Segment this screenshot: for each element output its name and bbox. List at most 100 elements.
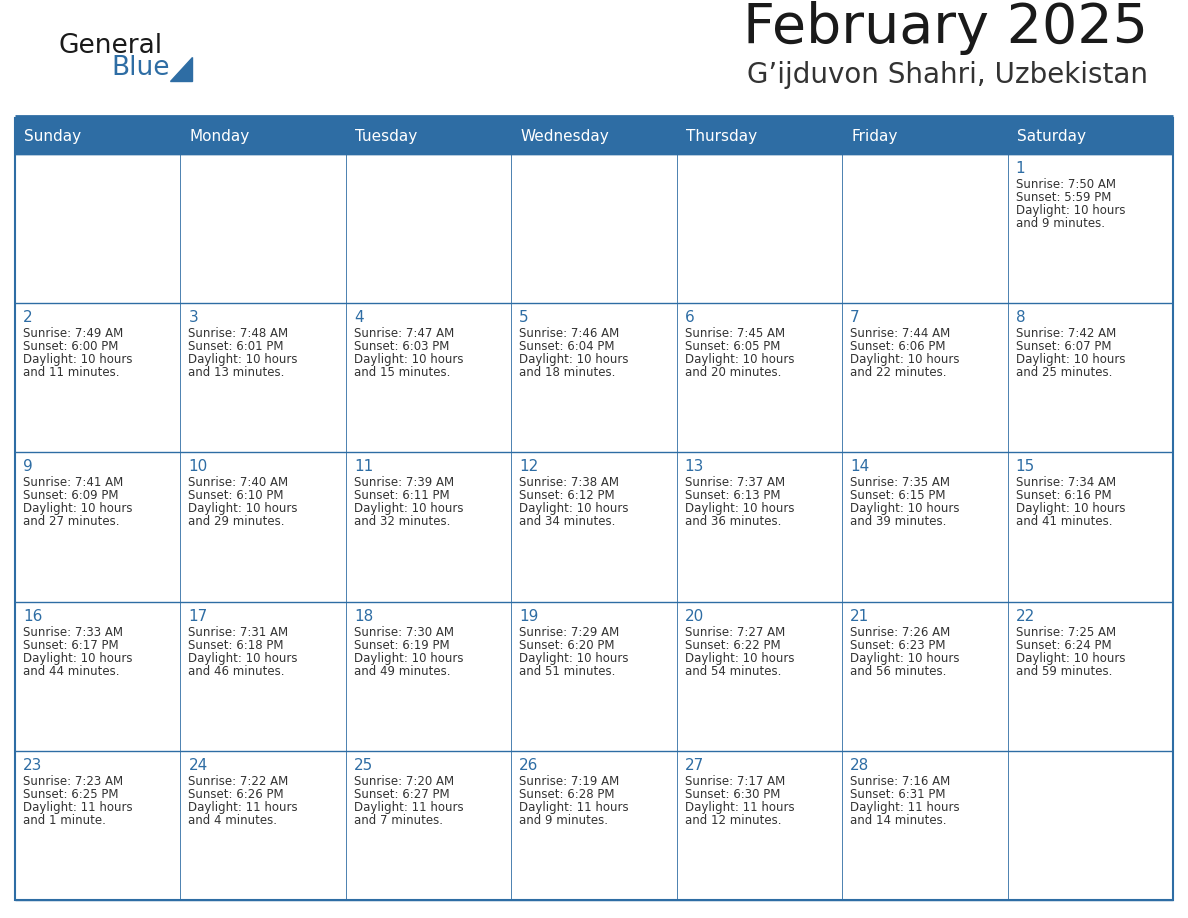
Text: Daylight: 11 hours: Daylight: 11 hours <box>684 800 795 813</box>
Text: Sunset: 6:00 PM: Sunset: 6:00 PM <box>23 341 119 353</box>
Text: and 56 minutes.: and 56 minutes. <box>851 665 947 677</box>
Text: Daylight: 10 hours: Daylight: 10 hours <box>23 502 133 515</box>
Text: 16: 16 <box>23 609 43 623</box>
Bar <box>181 154 346 303</box>
Polygon shape <box>170 57 192 81</box>
Text: Tuesday: Tuesday <box>355 129 417 143</box>
Text: and 54 minutes.: and 54 minutes. <box>684 665 781 677</box>
Text: Sunrise: 7:25 AM: Sunrise: 7:25 AM <box>1016 625 1116 639</box>
Text: 25: 25 <box>354 757 373 773</box>
Text: Sunrise: 7:30 AM: Sunrise: 7:30 AM <box>354 625 454 639</box>
Text: and 59 minutes.: and 59 minutes. <box>1016 665 1112 677</box>
Bar <box>511 303 677 453</box>
Text: 24: 24 <box>189 757 208 773</box>
Text: 26: 26 <box>519 757 538 773</box>
Text: and 34 minutes.: and 34 minutes. <box>519 515 615 529</box>
Text: Sunset: 6:01 PM: Sunset: 6:01 PM <box>189 341 284 353</box>
Text: Sunset: 6:16 PM: Sunset: 6:16 PM <box>1016 489 1111 502</box>
Text: Sunset: 6:30 PM: Sunset: 6:30 PM <box>684 788 781 800</box>
Bar <box>346 118 511 154</box>
Bar <box>511 453 677 601</box>
Bar <box>15 601 181 751</box>
Text: Sunset: 6:27 PM: Sunset: 6:27 PM <box>354 788 449 800</box>
Text: Monday: Monday <box>189 129 249 143</box>
Text: Sunrise: 7:50 AM: Sunrise: 7:50 AM <box>1016 178 1116 191</box>
Text: Sunset: 6:24 PM: Sunset: 6:24 PM <box>1016 639 1111 652</box>
Text: Sunset: 6:11 PM: Sunset: 6:11 PM <box>354 489 449 502</box>
Text: Sunrise: 7:17 AM: Sunrise: 7:17 AM <box>684 775 785 788</box>
Text: Sunrise: 7:42 AM: Sunrise: 7:42 AM <box>1016 327 1116 341</box>
Text: 8: 8 <box>1016 310 1025 325</box>
Text: Sunday: Sunday <box>24 129 81 143</box>
Text: Thursday: Thursday <box>685 129 757 143</box>
Text: and 46 minutes.: and 46 minutes. <box>189 665 285 677</box>
Text: Sunset: 6:17 PM: Sunset: 6:17 PM <box>23 639 119 652</box>
Text: Sunset: 6:04 PM: Sunset: 6:04 PM <box>519 341 614 353</box>
Bar <box>1007 303 1173 453</box>
Text: 7: 7 <box>851 310 860 325</box>
Bar <box>346 601 511 751</box>
Text: Daylight: 10 hours: Daylight: 10 hours <box>851 652 960 665</box>
Text: Sunset: 6:26 PM: Sunset: 6:26 PM <box>189 788 284 800</box>
Bar <box>842 601 1007 751</box>
Text: Friday: Friday <box>851 129 897 143</box>
Text: General: General <box>58 33 162 59</box>
Text: Daylight: 11 hours: Daylight: 11 hours <box>23 800 133 813</box>
Text: Daylight: 10 hours: Daylight: 10 hours <box>1016 502 1125 515</box>
Text: Daylight: 10 hours: Daylight: 10 hours <box>1016 353 1125 366</box>
Bar <box>346 453 511 601</box>
Bar <box>15 751 181 900</box>
Text: Sunset: 6:05 PM: Sunset: 6:05 PM <box>684 341 781 353</box>
Bar <box>15 303 181 453</box>
Text: Sunset: 6:28 PM: Sunset: 6:28 PM <box>519 788 614 800</box>
Bar <box>1007 453 1173 601</box>
Text: 15: 15 <box>1016 459 1035 475</box>
Text: Sunrise: 7:27 AM: Sunrise: 7:27 AM <box>684 625 785 639</box>
Bar <box>1007 154 1173 303</box>
Text: and 22 minutes.: and 22 minutes. <box>851 366 947 379</box>
Text: 22: 22 <box>1016 609 1035 623</box>
Text: Daylight: 11 hours: Daylight: 11 hours <box>519 800 628 813</box>
Text: Daylight: 11 hours: Daylight: 11 hours <box>189 800 298 813</box>
Bar <box>511 751 677 900</box>
Text: Sunset: 6:23 PM: Sunset: 6:23 PM <box>851 639 946 652</box>
Text: and 44 minutes.: and 44 minutes. <box>23 665 120 677</box>
Text: Daylight: 10 hours: Daylight: 10 hours <box>851 502 960 515</box>
Bar <box>346 154 511 303</box>
Text: Sunset: 5:59 PM: Sunset: 5:59 PM <box>1016 191 1111 204</box>
Text: and 41 minutes.: and 41 minutes. <box>1016 515 1112 529</box>
Text: Sunset: 6:15 PM: Sunset: 6:15 PM <box>851 489 946 502</box>
Text: Sunrise: 7:38 AM: Sunrise: 7:38 AM <box>519 476 619 489</box>
Bar <box>181 751 346 900</box>
Text: Sunset: 6:19 PM: Sunset: 6:19 PM <box>354 639 449 652</box>
Text: Sunrise: 7:26 AM: Sunrise: 7:26 AM <box>851 625 950 639</box>
Text: 19: 19 <box>519 609 538 623</box>
Text: and 36 minutes.: and 36 minutes. <box>684 515 781 529</box>
Text: 14: 14 <box>851 459 870 475</box>
Text: and 14 minutes.: and 14 minutes. <box>851 813 947 827</box>
Text: Sunrise: 7:31 AM: Sunrise: 7:31 AM <box>189 625 289 639</box>
Text: Sunrise: 7:37 AM: Sunrise: 7:37 AM <box>684 476 785 489</box>
Bar <box>677 751 842 900</box>
Text: Daylight: 10 hours: Daylight: 10 hours <box>23 353 133 366</box>
Text: 27: 27 <box>684 757 704 773</box>
Bar <box>677 601 842 751</box>
Text: and 20 minutes.: and 20 minutes. <box>684 366 781 379</box>
Bar <box>511 601 677 751</box>
Text: Sunset: 6:31 PM: Sunset: 6:31 PM <box>851 788 946 800</box>
Text: Sunrise: 7:19 AM: Sunrise: 7:19 AM <box>519 775 619 788</box>
Text: 10: 10 <box>189 459 208 475</box>
Text: Daylight: 10 hours: Daylight: 10 hours <box>519 353 628 366</box>
Text: Sunrise: 7:33 AM: Sunrise: 7:33 AM <box>23 625 124 639</box>
Bar <box>181 303 346 453</box>
Text: 4: 4 <box>354 310 364 325</box>
Text: and 9 minutes.: and 9 minutes. <box>1016 217 1105 230</box>
Text: and 13 minutes.: and 13 minutes. <box>189 366 285 379</box>
Text: Daylight: 10 hours: Daylight: 10 hours <box>354 652 463 665</box>
Text: 3: 3 <box>189 310 198 325</box>
Text: Wednesday: Wednesday <box>520 129 609 143</box>
Text: Sunset: 6:20 PM: Sunset: 6:20 PM <box>519 639 614 652</box>
Text: Daylight: 10 hours: Daylight: 10 hours <box>189 502 298 515</box>
Text: Sunrise: 7:20 AM: Sunrise: 7:20 AM <box>354 775 454 788</box>
Text: 2: 2 <box>23 310 32 325</box>
